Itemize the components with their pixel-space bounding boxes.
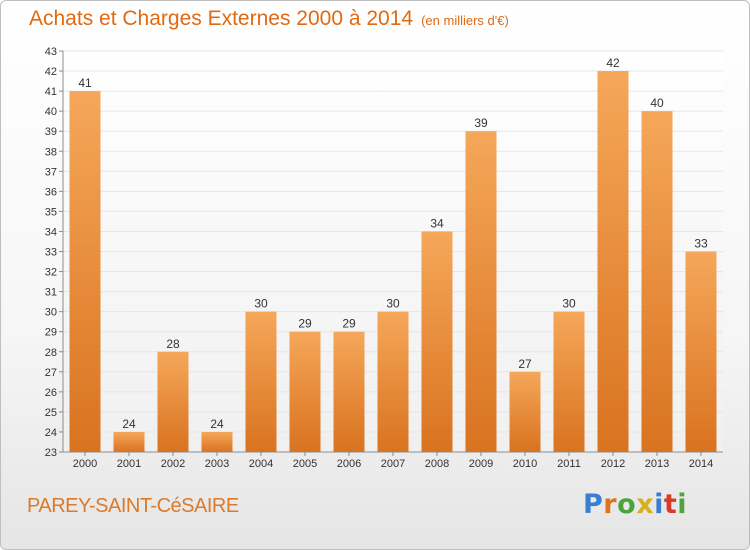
data-label-2009: 39 [474,116,488,130]
data-label-2012: 42 [606,56,620,70]
x-tick-label-2007: 2007 [381,458,405,470]
y-tick-label: 27 [45,367,57,379]
x-tick-label-2014: 2014 [689,458,713,470]
x-tick-label-2004: 2004 [249,458,273,470]
bar-2011 [553,311,585,452]
logo-letter: i [677,489,688,520]
y-tick-label: 35 [45,206,57,218]
logo-letter: i [654,489,664,520]
y-tick-label: 29 [45,327,57,339]
y-tick-label: 40 [45,106,57,118]
y-tick-label: 32 [45,267,57,279]
bar-2009 [465,131,497,452]
logo-letter: P [583,489,604,520]
bars [69,71,717,453]
y-tick-label: 34 [45,226,57,238]
x-tick-label-2006: 2006 [337,458,361,470]
bar-2001 [113,431,145,452]
y-tick-label: 30 [45,307,57,319]
y-tick-label: 37 [45,166,57,178]
chart-title: Achats et Charges Externes 2000 à 2014 (e… [29,7,509,31]
axes: 23 24 25 26 27 28 29 30 31 32 33 34 35 36 37 38 39 40 41 42… [45,46,723,470]
y-tick-label: 28 [45,347,57,359]
x-tick-label-2009: 2009 [469,458,493,470]
x-tick-label-2003: 2003 [205,458,229,470]
data-label-2003: 24 [210,417,224,431]
bar-2010 [509,371,541,452]
data-label-2000: 41 [78,76,92,90]
data-label-2005: 29 [298,317,312,331]
y-tick-label: 25 [45,407,57,419]
x-tick-label-2000: 2000 [73,458,97,470]
x-tick-label-2011: 2011 [557,458,581,470]
x-tick-label-2008: 2008 [425,458,449,470]
y-tick-label: 38 [45,146,57,158]
y-tick-label: 43 [45,46,57,58]
x-tick-label-2002: 2002 [161,458,185,470]
y-tick-label: 36 [45,186,57,198]
data-label-2002: 28 [166,337,180,351]
data-label-2013: 40 [650,96,664,110]
x-tick-label-2013: 2013 [645,458,669,470]
data-label-2010: 27 [518,357,532,371]
data-label-2007: 30 [386,297,400,311]
bar-2002 [157,351,189,452]
bar-2000 [69,91,101,452]
bar-2013 [641,111,673,453]
y-tick-label: 39 [45,126,57,138]
logo-letter: r [603,489,618,520]
bar-2004 [245,311,277,452]
x-tick-label-2001: 2001 [117,458,141,470]
chart-title-text: Achats et Charges Externes 2000 à 2014 [29,7,414,30]
bar-2007 [377,311,409,452]
logo-letter: x [636,489,655,520]
bar-2003 [201,431,233,452]
y-tick-label: 26 [45,387,57,399]
data-label-2014: 33 [694,237,708,251]
data-label-2011: 30 [562,297,576,311]
chart-unit: (en milliers d'€) [421,13,509,28]
logo-letter: o [617,489,637,520]
data-label-2008: 34 [430,216,444,230]
commune-name: PAREY-SAINT-CéSAIRE [27,495,239,517]
logo-letter: t [663,489,678,520]
bar-2005 [289,331,321,452]
x-tick-label-2012: 2012 [601,458,625,470]
data-label-2001: 24 [122,417,136,431]
bar-2014 [685,251,717,452]
y-tick-label: 41 [45,86,57,98]
y-tick-label: 33 [45,247,57,259]
data-labels: 41 24 28 24 30 29 29 30 34 39 27 30 42 40 33 [78,56,708,431]
y-tick-label: 31 [45,287,57,299]
y-tick-label: 24 [45,427,57,439]
y-tick-label: 23 [45,447,57,459]
y-tick-label: 42 [45,66,57,78]
bar-2006 [333,331,365,452]
x-tick-label-2005: 2005 [293,458,317,470]
data-label-2006: 29 [342,317,356,331]
x-tick-label-2010: 2010 [513,458,537,470]
bar-2012 [597,71,629,453]
bar-2008 [421,231,453,452]
data-label-2004: 30 [254,297,268,311]
proxiti-logo: Proxiti [583,489,687,520]
